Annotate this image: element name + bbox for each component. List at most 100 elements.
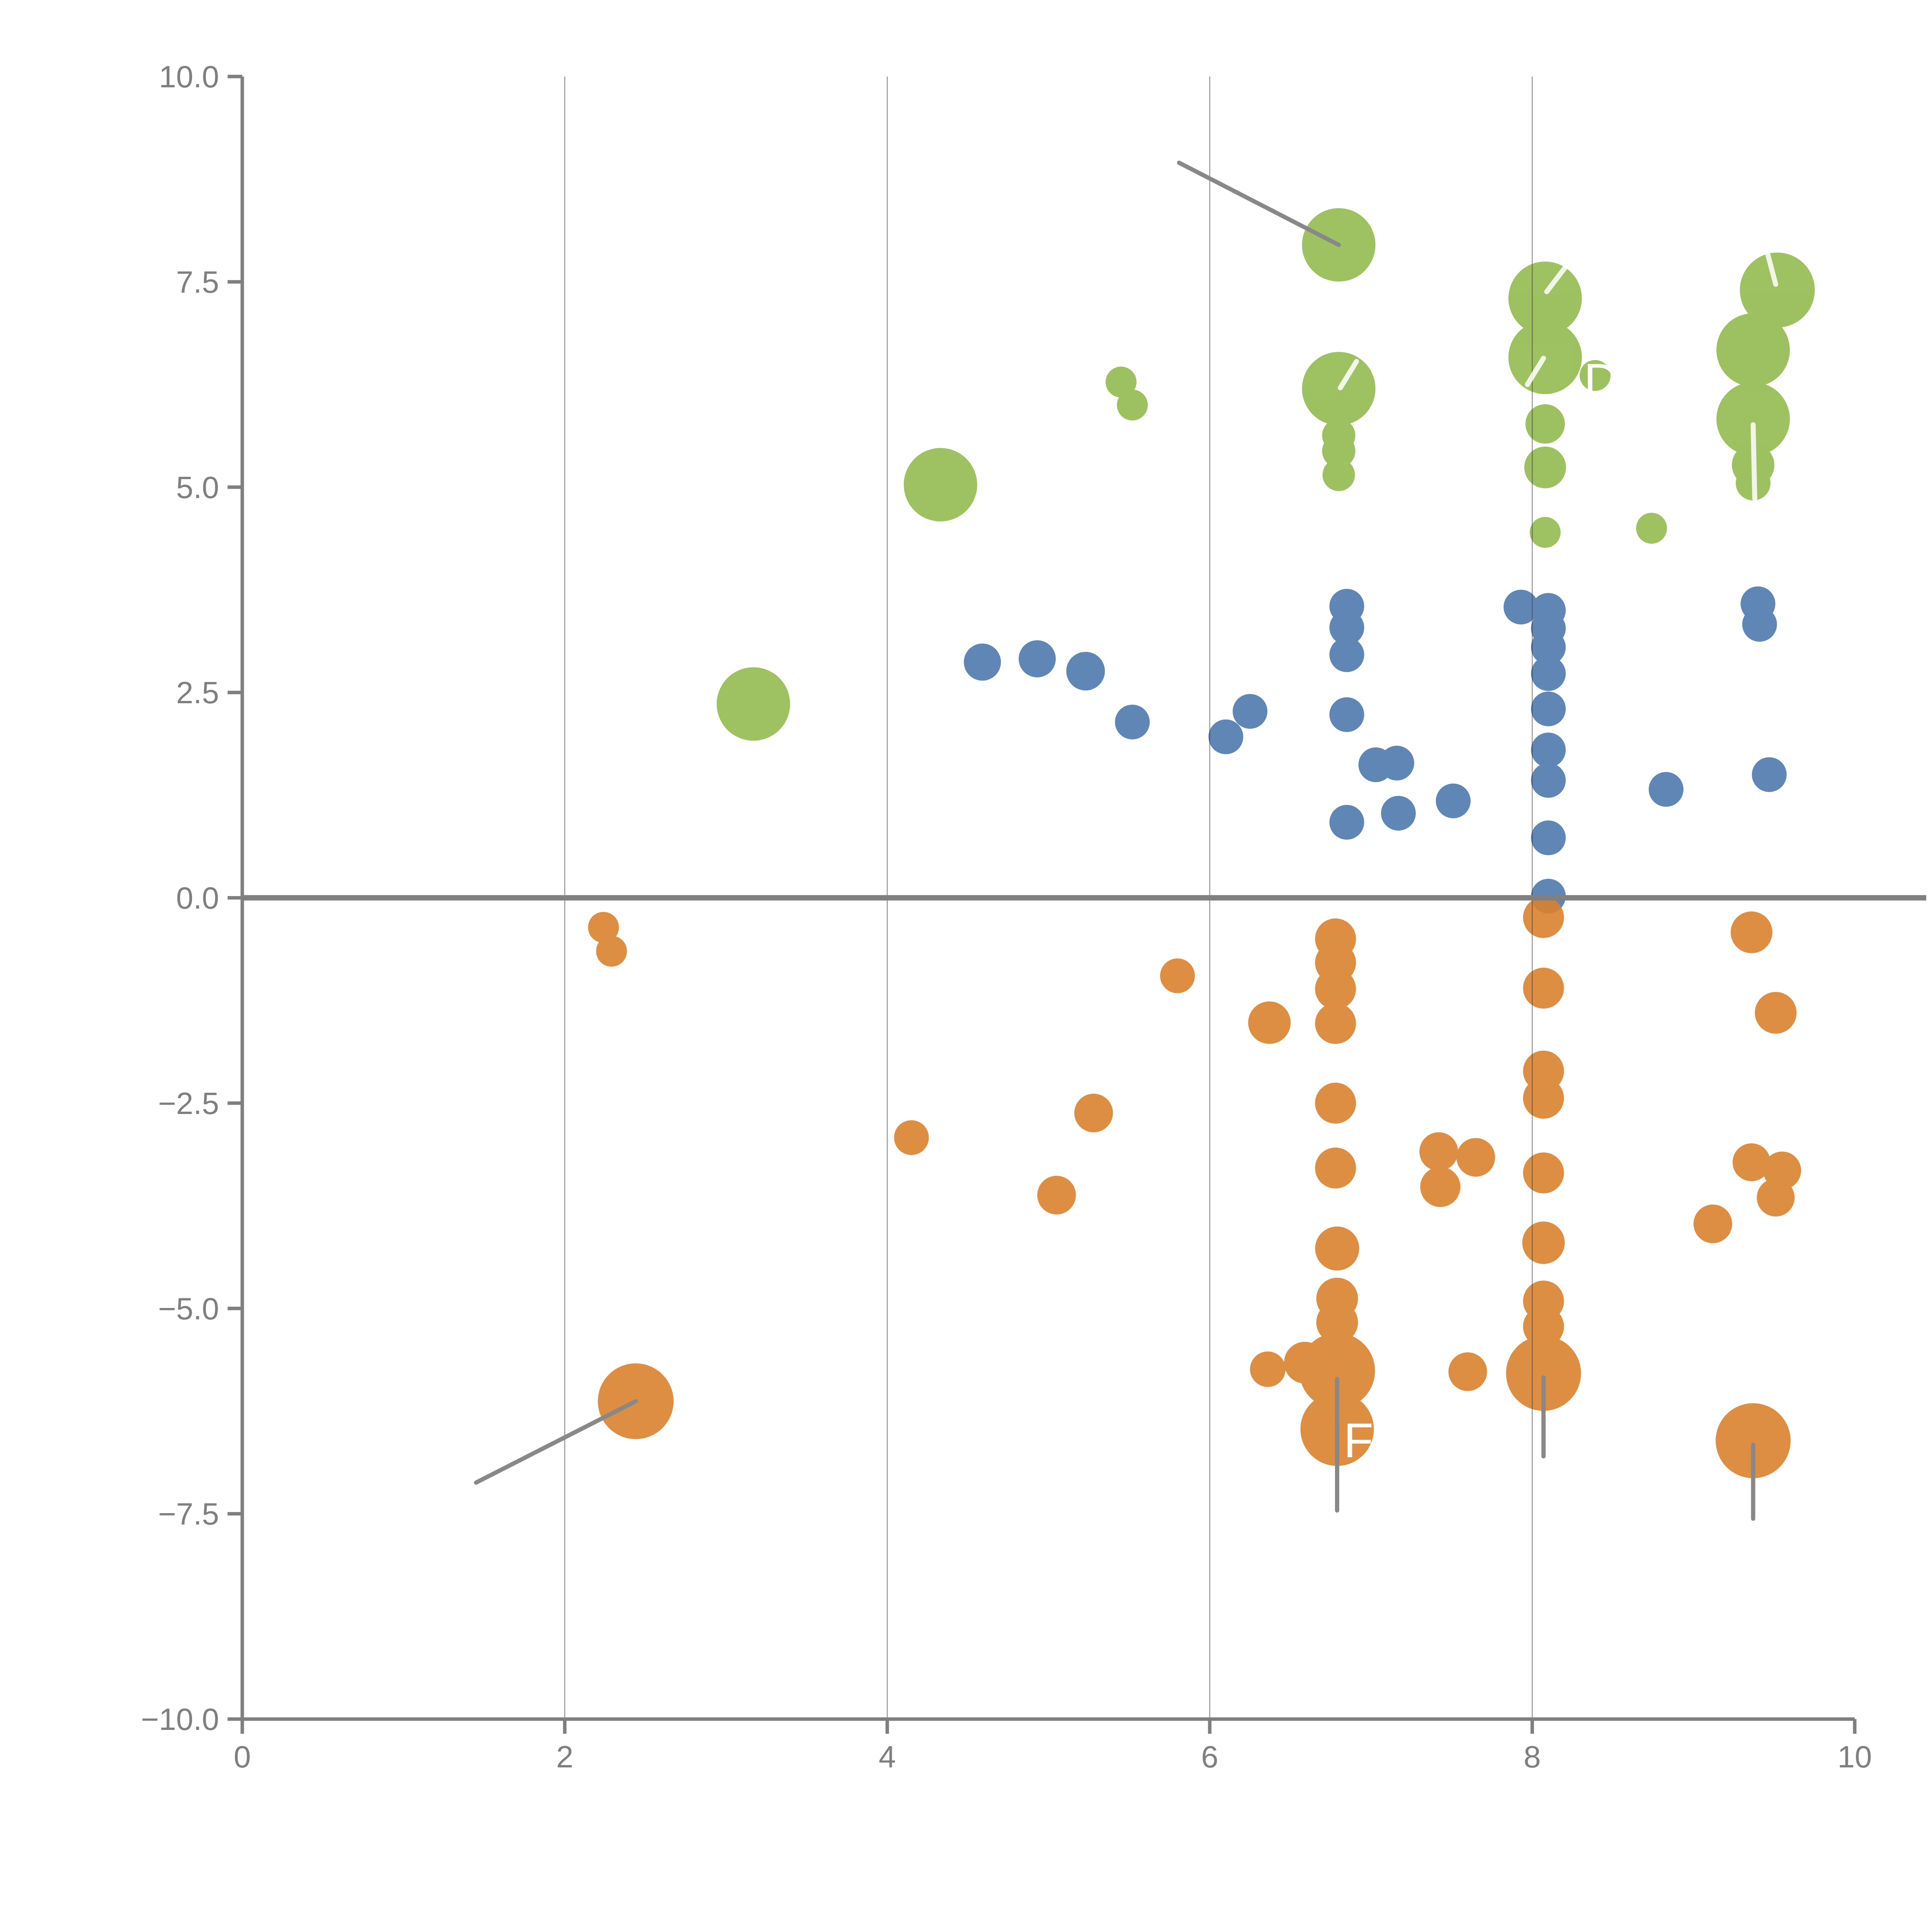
data-point-blue-9 — [1329, 697, 1364, 732]
data-point-orange-17 — [1448, 1352, 1487, 1391]
data-point-green-18 — [903, 448, 977, 522]
data-point-green-17 — [1529, 517, 1561, 548]
data-point-orange-34 — [1757, 1179, 1795, 1217]
data-point-blue-15 — [1503, 590, 1539, 625]
data-point-orange-15 — [1299, 1333, 1375, 1409]
data-point-green-10 — [1524, 446, 1566, 488]
data-point-blue-18 — [1531, 630, 1566, 665]
y-tick-label-0.0: 0.0 — [176, 881, 219, 915]
point-label-F: F — [1344, 1413, 1373, 1468]
point-label-D: D — [1584, 354, 1619, 408]
data-point-blue-13 — [1381, 796, 1416, 831]
data-point-blue-25 — [1648, 772, 1684, 807]
data-point-green-9 — [1525, 404, 1565, 444]
x-tick-label-8: 8 — [1524, 1740, 1541, 1774]
data-point-orange-8 — [1315, 1082, 1356, 1124]
data-point-orange-24 — [1523, 1078, 1564, 1119]
y-tick-label-10.0: 10.0 — [159, 60, 219, 94]
data-point-blue-2 — [1066, 651, 1105, 690]
data-point-orange-22 — [1523, 968, 1564, 1009]
y-tick-label-−5.0: −5.0 — [158, 1291, 219, 1326]
data-point-green-12 — [1716, 313, 1790, 387]
y-tick-label-−2.5: −2.5 — [158, 1086, 219, 1121]
leader-line-0 — [1177, 160, 1341, 247]
data-point-blue-11 — [1379, 745, 1414, 781]
series-blue — [964, 586, 1787, 914]
data-point-orange-10 — [1315, 1226, 1359, 1271]
series-orange — [588, 897, 1801, 1478]
data-point-orange-18 — [1456, 1138, 1495, 1177]
data-point-green-20 — [1105, 366, 1137, 398]
white-leader-3 — [1765, 251, 1779, 287]
data-point-orange-9 — [1315, 1147, 1356, 1189]
data-point-blue-7 — [1329, 610, 1364, 645]
data-point-orange-20 — [1420, 1167, 1461, 1207]
data-point-blue-19 — [1531, 656, 1566, 691]
x-tick-label-10: 10 — [1838, 1740, 1872, 1774]
leader-line-1 — [474, 1399, 638, 1485]
data-point-orange-19 — [1419, 1132, 1458, 1171]
data-point-blue-4 — [1233, 694, 1268, 729]
data-point-orange-40 — [1037, 1175, 1076, 1214]
data-point-blue-22 — [1531, 763, 1566, 798]
data-point-blue-27 — [1742, 607, 1777, 642]
data-point-orange-21 — [1523, 897, 1564, 938]
data-point-blue-3 — [1115, 704, 1150, 740]
y-tick-label-−7.5: −7.5 — [158, 1497, 219, 1531]
data-point-green-8 — [1322, 458, 1355, 491]
data-point-orange-26 — [1522, 1221, 1565, 1264]
data-point-green-11 — [1740, 252, 1815, 328]
white-leader-2 — [1338, 359, 1359, 391]
data-point-orange-28 — [1523, 1306, 1564, 1347]
x-tick-label-0: 0 — [234, 1740, 251, 1774]
data-point-green-7 — [1322, 434, 1355, 468]
data-point-blue-0 — [964, 643, 1001, 681]
data-point-orange-13 — [1250, 1351, 1286, 1387]
y-tick-label-−10.0: −10.0 — [141, 1702, 219, 1736]
data-point-green-13 — [1716, 382, 1790, 456]
data-point-orange-36 — [1716, 1403, 1791, 1478]
data-point-orange-2 — [1160, 958, 1195, 993]
y-tick-label-7.5: 7.5 — [176, 265, 219, 299]
data-point-orange-32 — [1732, 1143, 1770, 1181]
data-point-blue-1 — [1019, 640, 1056, 677]
x-tick-label-2: 2 — [556, 1740, 573, 1774]
data-point-blue-20 — [1531, 691, 1566, 726]
data-point-orange-30 — [1730, 911, 1772, 953]
data-point-blue-14 — [1435, 783, 1471, 818]
data-point-blue-23 — [1531, 820, 1566, 855]
data-point-orange-25 — [1523, 1152, 1564, 1194]
data-point-green-1 — [1508, 261, 1582, 335]
data-point-orange-39 — [1074, 1094, 1113, 1133]
data-point-orange-3 — [1248, 1001, 1291, 1044]
data-point-orange-38 — [894, 1120, 929, 1155]
data-point-orange-1 — [596, 935, 627, 967]
data-point-green-3 — [1580, 360, 1611, 391]
white-leader-0 — [1544, 264, 1569, 294]
data-point-orange-6 — [1315, 968, 1356, 1010]
data-point-orange-7 — [1315, 1003, 1356, 1044]
data-point-blue-28 — [1752, 757, 1787, 792]
data-point-green-21 — [1117, 389, 1148, 421]
white-leader-4 — [1750, 422, 1757, 502]
y-tick-label-5.0: 5.0 — [176, 470, 219, 505]
data-point-orange-29 — [1506, 1336, 1581, 1411]
series-green — [716, 208, 1815, 741]
data-point-blue-8 — [1329, 637, 1364, 672]
data-point-green-19 — [716, 667, 790, 741]
data-point-orange-35 — [1693, 1204, 1732, 1243]
x-tick-label-6: 6 — [1201, 1740, 1219, 1774]
white-leader-1 — [1525, 355, 1546, 387]
data-point-blue-5 — [1208, 719, 1243, 754]
data-point-orange-31 — [1755, 992, 1797, 1034]
y-tick-label-2.5: 2.5 — [176, 675, 219, 710]
data-point-blue-12 — [1329, 805, 1364, 840]
data-point-blue-21 — [1531, 732, 1566, 767]
data-point-green-16 — [1636, 513, 1667, 544]
data-point-green-5 — [1322, 395, 1355, 428]
data-point-orange-0 — [588, 912, 619, 943]
data-point-orange-12 — [1316, 1301, 1358, 1344]
x-tick-label-4: 4 — [879, 1740, 896, 1774]
